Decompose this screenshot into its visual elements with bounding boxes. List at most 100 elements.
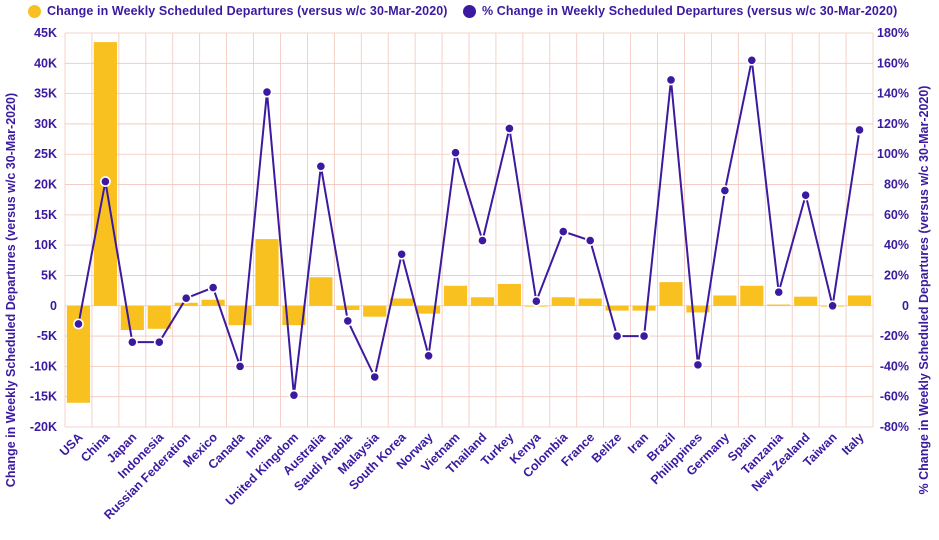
- bar-thailand: [470, 297, 495, 306]
- line-point-spain: [746, 54, 758, 66]
- y-left-tick-label: 15K: [34, 208, 57, 222]
- bar-australia: [309, 277, 333, 306]
- bar-philippines: [686, 305, 710, 313]
- line-point-norway: [423, 350, 434, 362]
- y-right-tick-label: 180%: [877, 26, 909, 40]
- bar-turkey: [497, 283, 521, 306]
- bar-india: [255, 239, 279, 306]
- line-point-turkey: [503, 123, 515, 134]
- y-left-tick-label: -15K: [30, 390, 57, 404]
- y-right-tick-label: 60%: [884, 208, 909, 222]
- grid-layer: [64, 32, 874, 428]
- line-series: [73, 54, 865, 401]
- line-point-tanzania: [773, 286, 785, 298]
- y-right-tick-label: 140%: [877, 87, 909, 101]
- bar-spain: [740, 285, 764, 306]
- y-right-tick-label: 120%: [877, 117, 909, 131]
- line-point-canada: [234, 360, 246, 372]
- line-point-russian-federation: [180, 292, 192, 304]
- bar-brazil: [659, 282, 683, 306]
- x-tick-label: Belize: [589, 430, 624, 465]
- bar-new-zealand: [794, 296, 818, 306]
- line-point-south-korea: [396, 248, 408, 260]
- bar-russian-federation: [174, 302, 198, 306]
- y-right-tick-label: 160%: [877, 56, 909, 70]
- line-point-italy: [854, 124, 865, 136]
- line-point-japan: [126, 336, 138, 348]
- bar-canada: [228, 305, 252, 326]
- bar-mexico: [201, 299, 225, 306]
- bar-china: [93, 42, 117, 306]
- y-left-tick-label: 40K: [34, 56, 57, 70]
- line-point-india: [261, 86, 273, 98]
- bar-saudi-arabia: [336, 305, 360, 311]
- y-left-tick-label: -10K: [30, 359, 57, 373]
- y-left-tick-label: -5K: [37, 329, 57, 343]
- bar-norway: [417, 305, 441, 314]
- bar-malaysia: [363, 305, 387, 317]
- bar-south-korea: [390, 298, 414, 306]
- y-right-tick-label: -80%: [880, 420, 909, 434]
- bar-series: [66, 42, 872, 403]
- line-point-germany: [719, 185, 731, 196]
- line-point-vietnam: [450, 147, 461, 159]
- y-left-axis-title: Change in Weekly Scheduled Departures (v…: [4, 93, 18, 487]
- legend-item-bar: Change in Weekly Scheduled Departures (v…: [28, 4, 448, 18]
- y-right-tick-label: -60%: [880, 390, 909, 404]
- bar-japan: [120, 305, 144, 331]
- y-left-tick-label: 35K: [34, 87, 57, 101]
- line-point-china: [100, 176, 111, 187]
- bar-italy: [847, 295, 872, 306]
- line-point-saudi-arabia: [342, 315, 354, 327]
- y-left-tick-label: 45K: [34, 26, 57, 40]
- line-point-indonesia: [153, 336, 165, 348]
- line-point-united-kingdom: [288, 389, 300, 401]
- y-left-tick-label: 5K: [41, 268, 57, 282]
- line-point-brazil: [665, 74, 677, 86]
- line-point-new-zealand: [800, 189, 812, 201]
- line-point-taiwan: [827, 300, 838, 312]
- y-right-tick-label: 40%: [884, 238, 909, 252]
- bar-vietnam: [443, 285, 468, 306]
- bar-colombia: [551, 297, 575, 306]
- bar-indonesia: [147, 305, 171, 329]
- line-point-malaysia: [369, 371, 381, 383]
- line-point-france: [584, 235, 596, 247]
- y-right-tick-label: 0: [902, 299, 909, 313]
- line-point-iran: [638, 330, 650, 342]
- x-tick-label: Italy: [839, 430, 867, 458]
- bar-usa: [66, 305, 91, 403]
- line-point-kenya: [530, 295, 542, 307]
- legend-label-line: % Change in Weekly Scheduled Departures …: [482, 4, 898, 18]
- chart-legend: Change in Weekly Scheduled Departures (v…: [0, 4, 939, 26]
- bar-france: [578, 298, 602, 306]
- legend-swatch-bar-icon: [28, 4, 41, 18]
- y-right-axis-title: % Change in Weekly Scheduled Departures …: [917, 86, 931, 495]
- y-right-tick-label: 20%: [884, 268, 909, 282]
- line-point-colombia: [557, 226, 569, 237]
- y-left-tick-label: 25K: [34, 147, 57, 161]
- line-point-usa: [73, 318, 84, 330]
- bar-belize: [605, 305, 629, 311]
- bar-iran: [632, 305, 656, 311]
- y-right-tick-label: 80%: [884, 178, 909, 192]
- y-right-tick-label: 100%: [877, 147, 909, 161]
- bar-germany: [713, 295, 737, 306]
- line-point-thailand: [477, 235, 488, 247]
- bar-tanzania: [767, 304, 791, 306]
- y-left-tick-label: 0: [50, 299, 57, 313]
- y-left-tick-label: -20K: [30, 420, 57, 434]
- legend-item-line: % Change in Weekly Scheduled Departures …: [463, 4, 897, 18]
- line-point-philippines: [692, 359, 704, 371]
- y-right-tick-label: -20%: [880, 329, 909, 343]
- legend-label-bar: Change in Weekly Scheduled Departures (v…: [47, 4, 448, 18]
- y-left-tick-label: 10K: [34, 238, 57, 252]
- legend-swatch-line-icon: [463, 4, 476, 18]
- line-point-belize: [611, 330, 623, 342]
- y-left-tick-label: 30K: [34, 117, 57, 131]
- line-point-mexico: [207, 282, 219, 293]
- line-point-australia: [315, 160, 327, 172]
- y-right-tick-label: -40%: [880, 359, 909, 373]
- y-left-tick-label: 20K: [34, 178, 57, 192]
